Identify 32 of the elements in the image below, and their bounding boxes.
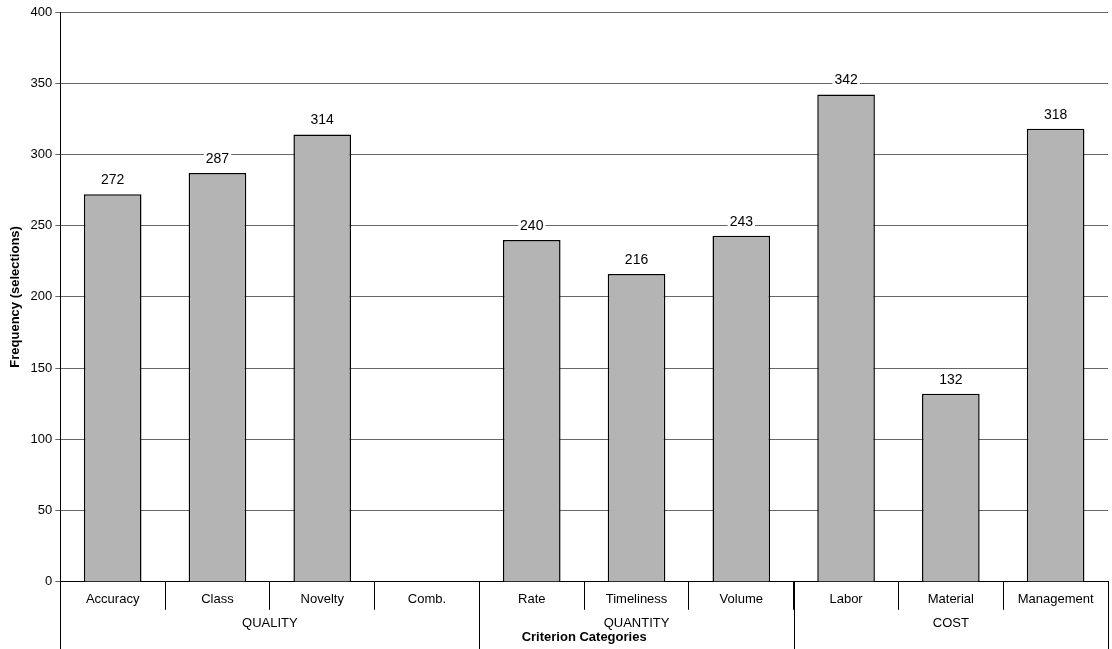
data-label: 240	[520, 216, 544, 233]
y-tick-label: 400	[30, 3, 53, 19]
text: COST	[932, 615, 969, 631]
x-tick-label: Rate	[518, 591, 546, 607]
y-tick-label: 300	[30, 146, 53, 162]
x-tick-label: Novelty	[300, 591, 345, 607]
x-tick-label: Labor	[829, 591, 864, 607]
text: QUALITY	[242, 615, 298, 631]
x-tick-label: Timeliness	[605, 591, 668, 607]
y-tick-label: 100	[30, 430, 53, 446]
y-tick-label: 200	[30, 288, 53, 304]
text: QUANTITY	[603, 615, 670, 631]
data-label: 243	[729, 212, 754, 229]
y-axis-title: Frequency (selections)	[7, 226, 23, 368]
y-tick-label: 150	[30, 359, 53, 375]
data-label: 287	[205, 149, 230, 166]
x-tick-label: Management	[1017, 591, 1094, 607]
y-tick-label: 50	[37, 502, 53, 518]
data-label: 314	[310, 111, 335, 128]
x-tick-label: Volume	[719, 591, 763, 607]
data-label: 216	[624, 250, 649, 267]
data-label: 132	[939, 370, 963, 387]
x-tick-label: Class	[201, 591, 235, 607]
x-tick-label: Material	[927, 591, 975, 607]
data-label: 272	[101, 171, 125, 188]
y-tick-label: 250	[30, 217, 53, 233]
x-tick-label: Comb.	[407, 591, 447, 607]
x-tick-label: Accuracy	[85, 591, 140, 607]
data-label: 342	[834, 71, 858, 88]
y-tick-label: 350	[30, 74, 53, 90]
y-tick-label: 0	[45, 573, 53, 589]
data-label: 318	[1043, 105, 1068, 122]
